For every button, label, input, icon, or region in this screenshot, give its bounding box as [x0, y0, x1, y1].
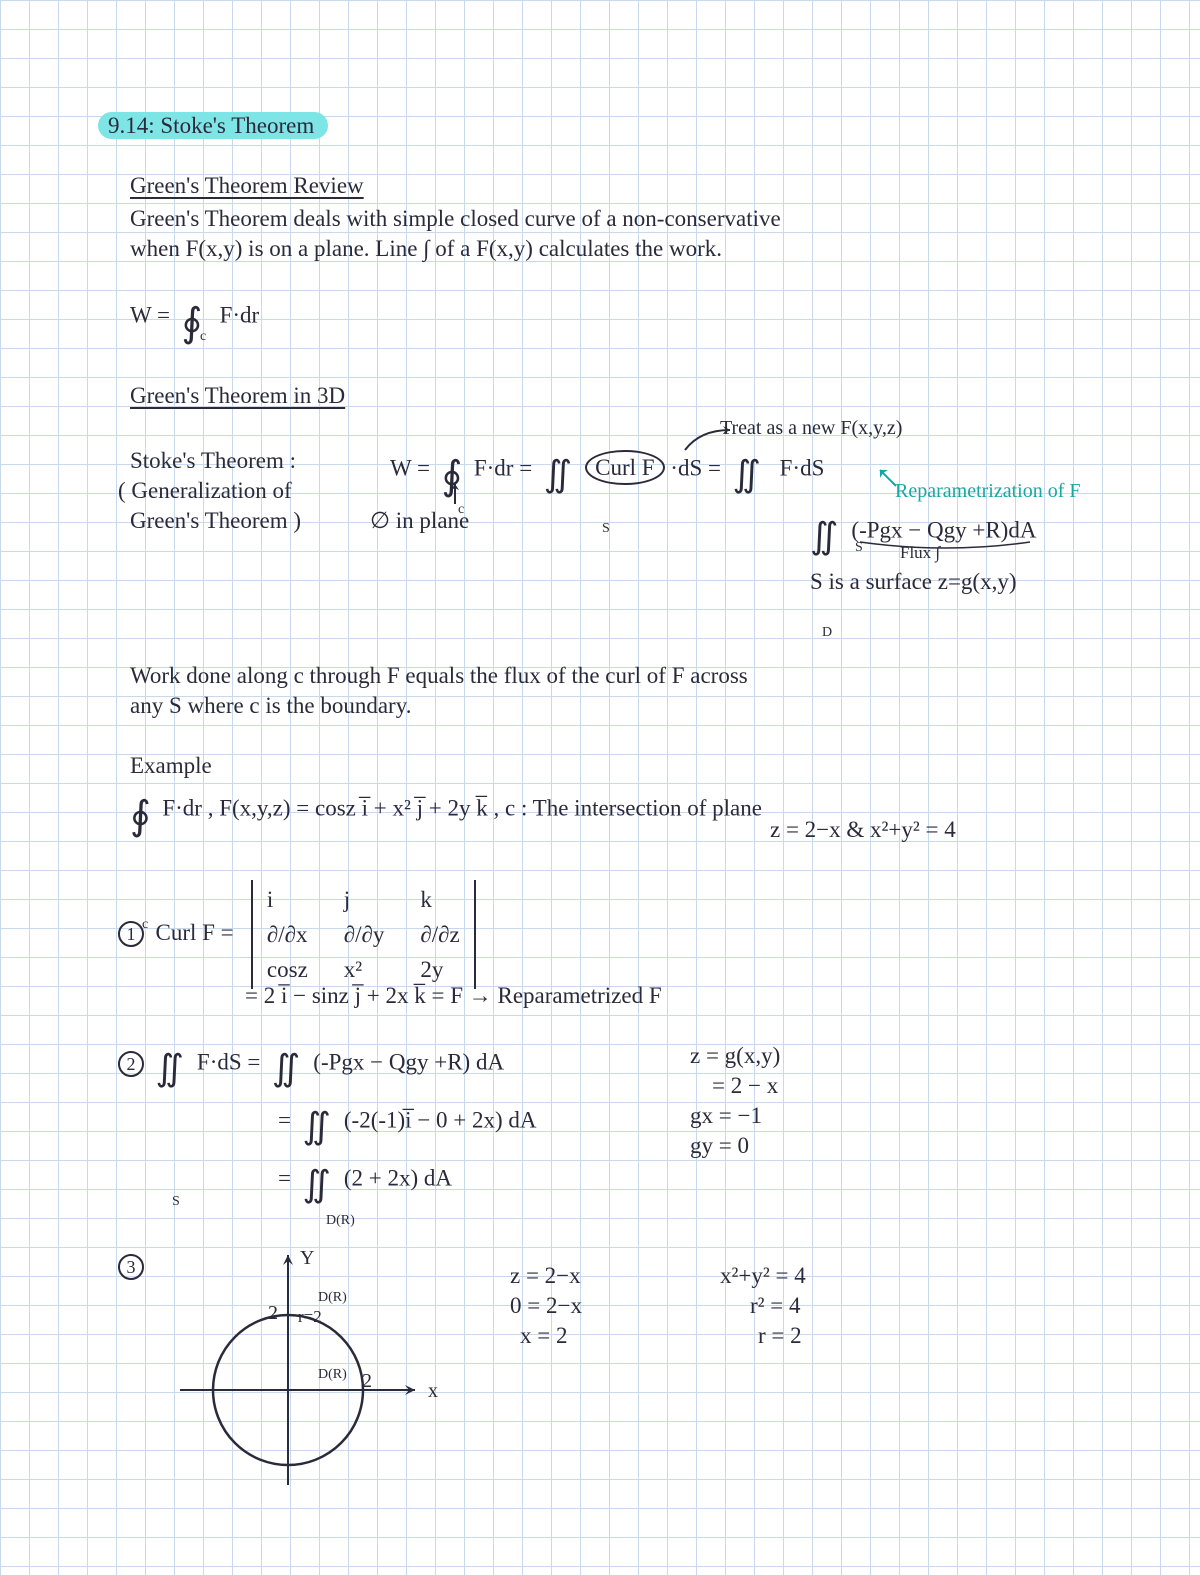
flux-underbrace	[855, 538, 1035, 556]
s3b-3: r = 2	[758, 1320, 802, 1351]
fdr-2: F·dr =	[474, 455, 532, 480]
eq3: =	[278, 1166, 291, 1191]
s2-side-2: = 2 − x	[712, 1070, 778, 1101]
oint-sub-c: c	[200, 328, 1200, 347]
page-title: 9.14: Stoke's Theorem	[98, 110, 328, 141]
arrow-up-c	[445, 480, 465, 506]
r-label: r=2	[298, 1306, 322, 1329]
ex-fdr: F·dr , F(x,y,z) = cosz i̅ + x² j̅ + 2y k…	[162, 795, 762, 820]
step1-badge: 1	[118, 921, 144, 947]
det-k: k	[420, 884, 459, 915]
det-i: i	[267, 884, 308, 915]
det-dx: ∂/∂x	[267, 919, 308, 950]
dint-s2a: ∬	[156, 1044, 174, 1093]
dint-s2b: ∬	[272, 1044, 290, 1093]
greens-line1: Green's Theorem deals with simple closed…	[130, 203, 781, 234]
surface-note: S is a surface z=g(x,y)	[810, 566, 1016, 597]
greens-line2: when F(x,y) is on a plane. Line ∫ of a F…	[130, 233, 722, 264]
work-line2: any S where c is the boundary.	[130, 690, 411, 721]
step3-num: 3	[118, 1254, 144, 1280]
s3a-3: x = 2	[520, 1320, 567, 1351]
step2-badge: 2	[118, 1051, 144, 1077]
s3a-2: 0 = 2−x	[510, 1290, 582, 1321]
s2-side-3: gx = −1	[690, 1100, 762, 1131]
curlf-eq: Curl F =	[156, 920, 234, 945]
xtick-2: 2	[362, 1368, 372, 1395]
dint-flux-sub: D	[822, 624, 1200, 643]
w-eq: W =	[390, 455, 430, 480]
dint-s2c: ∬	[302, 1102, 320, 1151]
s2-side-4: gy = 0	[690, 1130, 749, 1161]
fds: F·dS	[780, 455, 825, 480]
example-eq: ∮ F·dr , F(x,y,z) = cosz i̅ + x² j̅ + 2y…	[130, 783, 762, 837]
s3b-2: r² = 4	[750, 1290, 801, 1321]
step2-line3: = ∬ (2 + 2x) dA	[278, 1156, 452, 1205]
dint-flux: ∬	[810, 512, 828, 561]
det-dz: ∂/∂z	[420, 919, 459, 950]
section-greens-3d: Green's Theorem in 3D	[130, 380, 345, 411]
title-highlight: 9.14: Stoke's Theorem	[98, 112, 328, 139]
notes-page: 9.14: Stoke's Theorem Green's Theorem Re…	[0, 0, 1200, 1575]
step2-line2: = ∬ (-2(-1)i̅ − 0 + 2x) dA	[278, 1098, 537, 1147]
phi-in-plane: ∅ in plane	[370, 505, 469, 536]
dot-ds: ·dS =	[670, 455, 721, 480]
stokes-label-3: Green's Theorem )	[130, 505, 301, 536]
dint-s2d: ∬	[302, 1160, 320, 1209]
x-axis-label: x	[428, 1378, 438, 1405]
step-3-badge: 3	[118, 1250, 144, 1281]
det-dy: ∂/∂y	[344, 919, 385, 950]
curlf-oval: Curl F	[585, 450, 664, 485]
dint-2: ∬	[732, 450, 750, 499]
work-line1: Work done along c through F equals the f…	[130, 660, 748, 691]
s2-sub-dr1: D(R)	[326, 1212, 1200, 1231]
step-2-badge-row: 2 ∬ F·dS = ∬ (-Pgx − Qgy +R) dA	[118, 1040, 504, 1089]
arrow-to-curlf	[680, 425, 740, 455]
y-axis-label: Y	[300, 1245, 314, 1272]
stokes-label-2: ( Generalization of	[118, 475, 292, 506]
fds-eq: F·dS =	[197, 1050, 260, 1075]
fdr: F·dr	[220, 302, 260, 327]
determinant: i j k ∂/∂x ∂/∂y ∂/∂z cosz x² 2y	[251, 880, 476, 989]
section-greens-review: Green's Theorem Review	[130, 170, 364, 201]
reparam-note: Reparametrization of F	[895, 478, 1081, 505]
dint-1: ∬	[544, 450, 562, 499]
step-1: 1 Curl F = i j k ∂/∂x ∂/∂y ∂/∂z cosz x² …	[118, 880, 476, 989]
step1-result: = 2 i̅ − sinz j̅ + 2x k̅ = F → Reparamet…	[245, 980, 662, 1011]
s2-sub-dr3: D(R)	[318, 1366, 1200, 1385]
s2-expr3: (2 + 2x) dA	[344, 1166, 452, 1191]
s3b-1: x²+y² = 4	[720, 1260, 806, 1291]
s2-expr2: (-2(-1)i̅ − 0 + 2x) dA	[344, 1108, 537, 1133]
ex-conditions: z = 2−x & x²+y² = 4	[770, 814, 956, 845]
ytick-2: 2	[268, 1300, 278, 1327]
axes-diagram	[170, 1235, 430, 1495]
s3a-1: z = 2−x	[510, 1260, 581, 1291]
s2-expr1: (-Pgx − Qgy +R) dA	[313, 1050, 504, 1075]
oint-ex: ∮	[130, 789, 151, 843]
w-equals: W =	[130, 302, 170, 327]
s2-side-1: z = g(x,y)	[690, 1040, 780, 1071]
det-j: j	[344, 884, 385, 915]
example-head: Example	[130, 750, 212, 781]
treat-note: Treat as a new F(x,y,z)	[720, 415, 902, 442]
arrow-reparam	[876, 466, 902, 492]
stokes-label-1: Stoke's Theorem :	[130, 445, 296, 476]
eq2: =	[278, 1108, 291, 1133]
